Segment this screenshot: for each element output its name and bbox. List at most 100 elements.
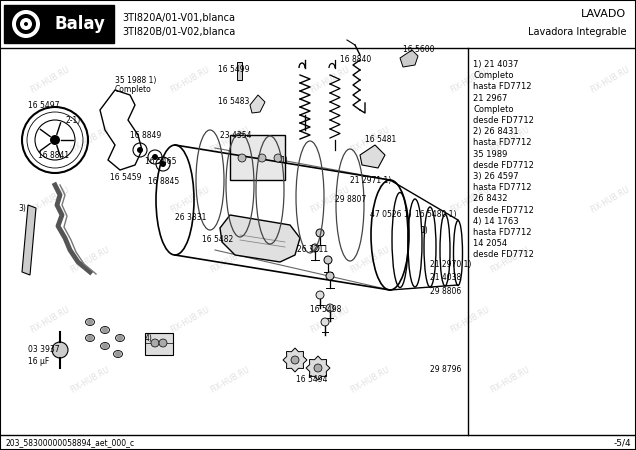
Text: 26 8432: 26 8432 bbox=[473, 194, 508, 203]
Circle shape bbox=[258, 154, 266, 162]
Polygon shape bbox=[250, 95, 265, 113]
Text: 1) 21 4037: 1) 21 4037 bbox=[473, 60, 518, 69]
Circle shape bbox=[324, 256, 332, 264]
Circle shape bbox=[160, 161, 166, 167]
Circle shape bbox=[50, 135, 60, 145]
Circle shape bbox=[87, 335, 93, 341]
Circle shape bbox=[291, 356, 299, 364]
Text: FIX-HUB.RU: FIX-HUB.RU bbox=[308, 305, 351, 335]
Text: 16 8841: 16 8841 bbox=[38, 150, 69, 159]
Circle shape bbox=[152, 154, 158, 160]
Text: Completo: Completo bbox=[473, 71, 513, 80]
Text: 203_58300000058894_aet_000_c: 203_58300000058894_aet_000_c bbox=[5, 438, 134, 447]
Text: FIX-HUB.RU: FIX-HUB.RU bbox=[488, 365, 531, 395]
Text: FIX-HUB.RU: FIX-HUB.RU bbox=[209, 125, 251, 155]
Text: FIX-HUB.RU: FIX-HUB.RU bbox=[349, 125, 391, 155]
Bar bbox=[4, 5, 114, 43]
Text: FIX-HUB.RU: FIX-HUB.RU bbox=[69, 245, 111, 275]
Circle shape bbox=[20, 18, 32, 30]
Text: 29 8796: 29 8796 bbox=[430, 365, 461, 374]
Text: 4) 14 1763: 4) 14 1763 bbox=[473, 217, 518, 226]
Text: FIX-HUB.RU: FIX-HUB.RU bbox=[488, 15, 531, 45]
Bar bbox=[230, 135, 285, 180]
Text: 16 5498: 16 5498 bbox=[310, 306, 342, 315]
Circle shape bbox=[311, 244, 319, 252]
Text: 03 3937: 03 3937 bbox=[28, 346, 60, 355]
Text: 3): 3) bbox=[18, 203, 26, 212]
Text: hasta FD7712: hasta FD7712 bbox=[473, 183, 532, 192]
Text: 16 5459: 16 5459 bbox=[110, 174, 141, 183]
Text: desde FD7712: desde FD7712 bbox=[473, 206, 534, 215]
Text: 16 5465: 16 5465 bbox=[145, 158, 177, 166]
Ellipse shape bbox=[85, 334, 95, 342]
Text: hasta FD7712: hasta FD7712 bbox=[473, 82, 532, 91]
Circle shape bbox=[115, 351, 121, 357]
Text: 26 3331: 26 3331 bbox=[175, 213, 206, 222]
Text: 16 5494: 16 5494 bbox=[296, 375, 328, 384]
Text: 16 5497: 16 5497 bbox=[28, 100, 60, 109]
Polygon shape bbox=[360, 145, 385, 168]
Polygon shape bbox=[306, 356, 330, 380]
Text: 35 1988 1): 35 1988 1) bbox=[115, 76, 156, 85]
Circle shape bbox=[16, 14, 36, 34]
Polygon shape bbox=[22, 205, 36, 275]
Circle shape bbox=[24, 22, 28, 26]
Text: FIX-HUB.RU: FIX-HUB.RU bbox=[169, 65, 211, 95]
Text: FIX-HUB.RU: FIX-HUB.RU bbox=[449, 305, 491, 335]
Text: 16 5482: 16 5482 bbox=[202, 235, 233, 244]
Text: 21 2971 1): 21 2971 1) bbox=[350, 176, 391, 184]
Text: 16 8845: 16 8845 bbox=[148, 177, 179, 186]
Text: 2-1): 2-1) bbox=[65, 116, 80, 125]
Text: FIX-HUB.RU: FIX-HUB.RU bbox=[29, 185, 71, 215]
Text: desde FD7712: desde FD7712 bbox=[473, 250, 534, 259]
Text: 47 0526 1): 47 0526 1) bbox=[370, 211, 411, 220]
Circle shape bbox=[117, 335, 123, 341]
Text: FIX-HUB.RU: FIX-HUB.RU bbox=[169, 305, 211, 335]
Text: -5/4: -5/4 bbox=[613, 438, 631, 447]
Circle shape bbox=[314, 364, 322, 372]
Text: 16 5600: 16 5600 bbox=[403, 45, 434, 54]
Text: FIX-HUB.RU: FIX-HUB.RU bbox=[308, 65, 351, 95]
Text: FIX-HUB.RU: FIX-HUB.RU bbox=[589, 185, 632, 215]
Ellipse shape bbox=[116, 334, 125, 342]
Text: 3) 26 4597: 3) 26 4597 bbox=[473, 172, 518, 181]
Text: 1): 1) bbox=[420, 225, 428, 234]
Text: FIX-HUB.RU: FIX-HUB.RU bbox=[308, 185, 351, 215]
Text: FIX-HUB.RU: FIX-HUB.RU bbox=[29, 65, 71, 95]
Text: FIX-HUB.RU: FIX-HUB.RU bbox=[209, 365, 251, 395]
Text: FIX-HUB.RU: FIX-HUB.RU bbox=[589, 65, 632, 95]
Text: 16 5483: 16 5483 bbox=[218, 98, 249, 107]
Text: FIX-HUB.RU: FIX-HUB.RU bbox=[349, 245, 391, 275]
Text: hasta FD7712: hasta FD7712 bbox=[473, 139, 532, 148]
Circle shape bbox=[102, 327, 108, 333]
Text: 16 5481: 16 5481 bbox=[365, 135, 396, 144]
Circle shape bbox=[137, 147, 143, 153]
Bar bbox=[0, 0, 636, 48]
Text: 14 2054: 14 2054 bbox=[473, 239, 507, 248]
Text: FIX-HUB.RU: FIX-HUB.RU bbox=[449, 185, 491, 215]
Text: desde FD7712: desde FD7712 bbox=[473, 161, 534, 170]
Text: 3TI820A/01-V01,blanca: 3TI820A/01-V01,blanca bbox=[122, 14, 235, 23]
Circle shape bbox=[87, 319, 93, 325]
Polygon shape bbox=[283, 348, 307, 372]
Circle shape bbox=[102, 343, 108, 349]
Polygon shape bbox=[220, 215, 300, 262]
Bar bbox=[237, 62, 242, 80]
Circle shape bbox=[326, 272, 334, 280]
Ellipse shape bbox=[100, 342, 109, 350]
Circle shape bbox=[321, 318, 329, 326]
Ellipse shape bbox=[113, 351, 123, 357]
Text: desde FD7712: desde FD7712 bbox=[473, 116, 534, 125]
Text: FIX-HUB.RU: FIX-HUB.RU bbox=[209, 245, 251, 275]
Text: FIX-HUB.RU: FIX-HUB.RU bbox=[349, 365, 391, 395]
Circle shape bbox=[326, 304, 334, 312]
Text: FIX-HUB.RU: FIX-HUB.RU bbox=[69, 15, 111, 45]
Bar bbox=[145, 333, 173, 355]
Circle shape bbox=[52, 342, 68, 358]
Polygon shape bbox=[400, 50, 418, 67]
Text: 29 8806: 29 8806 bbox=[430, 288, 461, 297]
Text: 16 5480 1): 16 5480 1) bbox=[415, 211, 457, 220]
Text: 21 4038: 21 4038 bbox=[430, 274, 461, 283]
Text: hasta FD7712: hasta FD7712 bbox=[473, 228, 532, 237]
Ellipse shape bbox=[100, 327, 109, 333]
